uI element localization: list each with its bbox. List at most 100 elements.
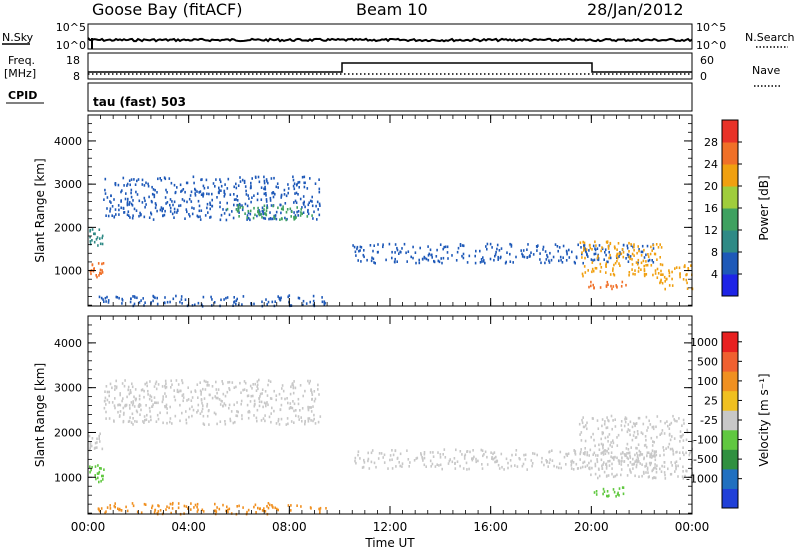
velocity-cell bbox=[580, 439, 583, 442]
velocity-cell bbox=[224, 420, 226, 423]
power-cell bbox=[581, 251, 583, 254]
power-cell bbox=[169, 203, 171, 207]
power-cell bbox=[591, 270, 593, 274]
velocity-cell bbox=[610, 441, 612, 444]
power-cell bbox=[236, 199, 239, 202]
power-cell bbox=[565, 259, 568, 262]
power-cell bbox=[628, 271, 631, 274]
power-cell bbox=[504, 261, 507, 265]
velocity-cell bbox=[106, 398, 109, 402]
power-cell bbox=[102, 262, 105, 265]
velocity-cell bbox=[119, 393, 121, 397]
xtick-label: 00:00 bbox=[675, 520, 710, 534]
velocity-cell bbox=[560, 466, 562, 470]
power-cell bbox=[107, 299, 110, 302]
power-cell bbox=[631, 268, 633, 271]
power-cell bbox=[441, 261, 443, 265]
power-cell bbox=[600, 249, 602, 253]
power-colorbar-segment bbox=[722, 274, 738, 297]
power-cell bbox=[271, 300, 274, 304]
velocity-cell bbox=[681, 424, 683, 427]
power-cell bbox=[214, 185, 216, 188]
power-cell bbox=[632, 245, 634, 249]
velocity-cell bbox=[124, 403, 127, 407]
power-cell bbox=[132, 295, 134, 298]
velocity-cell bbox=[636, 460, 639, 464]
power-cell bbox=[159, 208, 162, 212]
velocity-cell bbox=[199, 389, 202, 393]
velocity-cell bbox=[273, 409, 275, 413]
velocity-cell bbox=[179, 419, 181, 423]
power-cell bbox=[142, 297, 144, 300]
velocity-cell bbox=[173, 389, 175, 392]
power-cell bbox=[276, 182, 279, 185]
velocity-cell bbox=[140, 388, 143, 392]
velocity-cell bbox=[115, 379, 117, 383]
velocity-cell bbox=[185, 505, 188, 508]
power-cell bbox=[651, 249, 653, 252]
power-cell bbox=[643, 264, 645, 268]
power-cell bbox=[316, 218, 318, 221]
velocity-cell bbox=[132, 401, 135, 405]
velocity-cell bbox=[422, 459, 424, 462]
power-cell bbox=[605, 262, 607, 265]
velocity-cell bbox=[159, 509, 162, 512]
power-cell bbox=[584, 256, 586, 260]
power-cell bbox=[247, 194, 249, 197]
velocity-cell bbox=[643, 457, 645, 461]
power-cell bbox=[280, 196, 282, 199]
velocity-cell bbox=[614, 425, 617, 428]
velocity-cell bbox=[239, 381, 241, 385]
velocity-cell bbox=[660, 432, 663, 435]
velocity-cell bbox=[131, 382, 133, 386]
power-cell bbox=[279, 298, 282, 301]
velocity-cell bbox=[229, 417, 231, 421]
velocity-cell bbox=[248, 410, 250, 414]
power-cell bbox=[287, 191, 289, 195]
velocity-cell bbox=[270, 397, 273, 400]
power-cell bbox=[173, 207, 176, 211]
velocity-cell bbox=[505, 457, 508, 461]
velocity-cell bbox=[596, 458, 598, 461]
velocity-cell bbox=[596, 460, 599, 464]
velocity-cell bbox=[613, 490, 616, 494]
power-cell bbox=[236, 297, 238, 301]
power-cell bbox=[138, 199, 141, 203]
velocity-cell bbox=[319, 415, 322, 418]
velocity-cell bbox=[215, 380, 217, 384]
velocity-cell bbox=[277, 419, 280, 423]
power-cell bbox=[592, 259, 594, 262]
velocity-cell bbox=[600, 458, 603, 462]
velocity-cell bbox=[421, 456, 423, 459]
velocity-colorbar-tick-label: 100 bbox=[697, 375, 718, 388]
velocity-cell bbox=[149, 415, 152, 418]
velocity-cell bbox=[132, 400, 134, 403]
power-cell bbox=[150, 211, 152, 215]
power-cell bbox=[354, 250, 357, 254]
power-cell bbox=[536, 245, 538, 249]
power-cell bbox=[312, 217, 314, 220]
velocity-cell bbox=[271, 406, 273, 410]
velocity-cell bbox=[646, 468, 649, 471]
velocity-cell bbox=[662, 446, 664, 449]
velocity-cell bbox=[630, 471, 632, 474]
velocity-cell bbox=[168, 506, 170, 510]
power-cell bbox=[257, 206, 259, 210]
power-cell bbox=[629, 255, 632, 258]
velocity-cell bbox=[612, 441, 615, 445]
power-cell bbox=[597, 254, 599, 258]
velocity-cell bbox=[282, 389, 285, 393]
power-cell bbox=[94, 232, 96, 235]
velocity-cell bbox=[269, 397, 272, 400]
velocity-cell bbox=[602, 431, 604, 435]
velocity-cell bbox=[148, 420, 150, 423]
velocity-cell bbox=[494, 460, 496, 464]
power-cell bbox=[582, 261, 584, 265]
power-cell bbox=[429, 248, 432, 252]
velocity-cell bbox=[203, 379, 206, 383]
power-cell bbox=[626, 253, 629, 256]
power-cell bbox=[225, 208, 228, 212]
velocity-region-3 bbox=[354, 448, 656, 471]
power-cell bbox=[318, 213, 321, 217]
velocity-cell bbox=[307, 408, 310, 412]
